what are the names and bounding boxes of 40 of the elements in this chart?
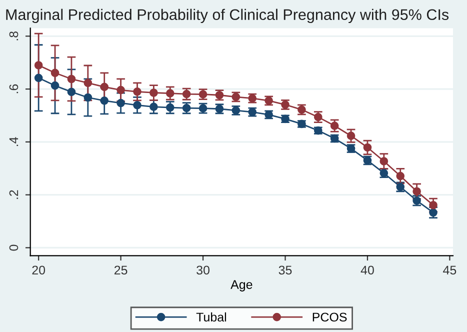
point — [67, 88, 76, 96]
y-tick-label: .8 — [9, 31, 18, 40]
x-tick-label: 45 — [443, 266, 456, 275]
point — [116, 98, 125, 108]
point — [100, 82, 109, 92]
point — [380, 157, 388, 166]
y-tick-label: 0 — [9, 244, 18, 251]
chart-title: Marginal Predicted Probability of Clinical Pregnancy with 95% CIs — [6, 8, 449, 24]
point — [34, 61, 43, 70]
point — [34, 74, 43, 82]
point — [50, 68, 60, 78]
point — [363, 143, 372, 152]
point — [133, 88, 142, 96]
legend-label: Tubal — [196, 312, 226, 322]
point — [330, 122, 339, 130]
point — [429, 200, 438, 210]
x-tick-label: 20 — [32, 266, 46, 275]
legend-label: PCOS — [312, 312, 347, 322]
point — [67, 74, 76, 84]
point — [150, 88, 158, 97]
point — [166, 89, 174, 98]
point — [412, 187, 421, 196]
point — [166, 103, 174, 112]
point — [50, 81, 60, 90]
point — [84, 78, 92, 88]
y-tick-label: .2 — [9, 190, 18, 199]
x-tick-label: 35 — [278, 266, 292, 275]
point — [133, 101, 142, 110]
y-tick-label: .4 — [9, 137, 18, 146]
x-tick-label: 25 — [114, 266, 128, 275]
point — [346, 132, 356, 140]
x-axis-title: Age — [230, 280, 252, 292]
x-tick-label: 40 — [360, 266, 374, 275]
point — [84, 93, 92, 102]
point — [150, 102, 158, 111]
y-tick-label: .6 — [9, 84, 18, 94]
point — [100, 96, 109, 105]
point — [396, 172, 405, 180]
x-tick-label: 30 — [196, 266, 210, 275]
point — [116, 86, 125, 94]
